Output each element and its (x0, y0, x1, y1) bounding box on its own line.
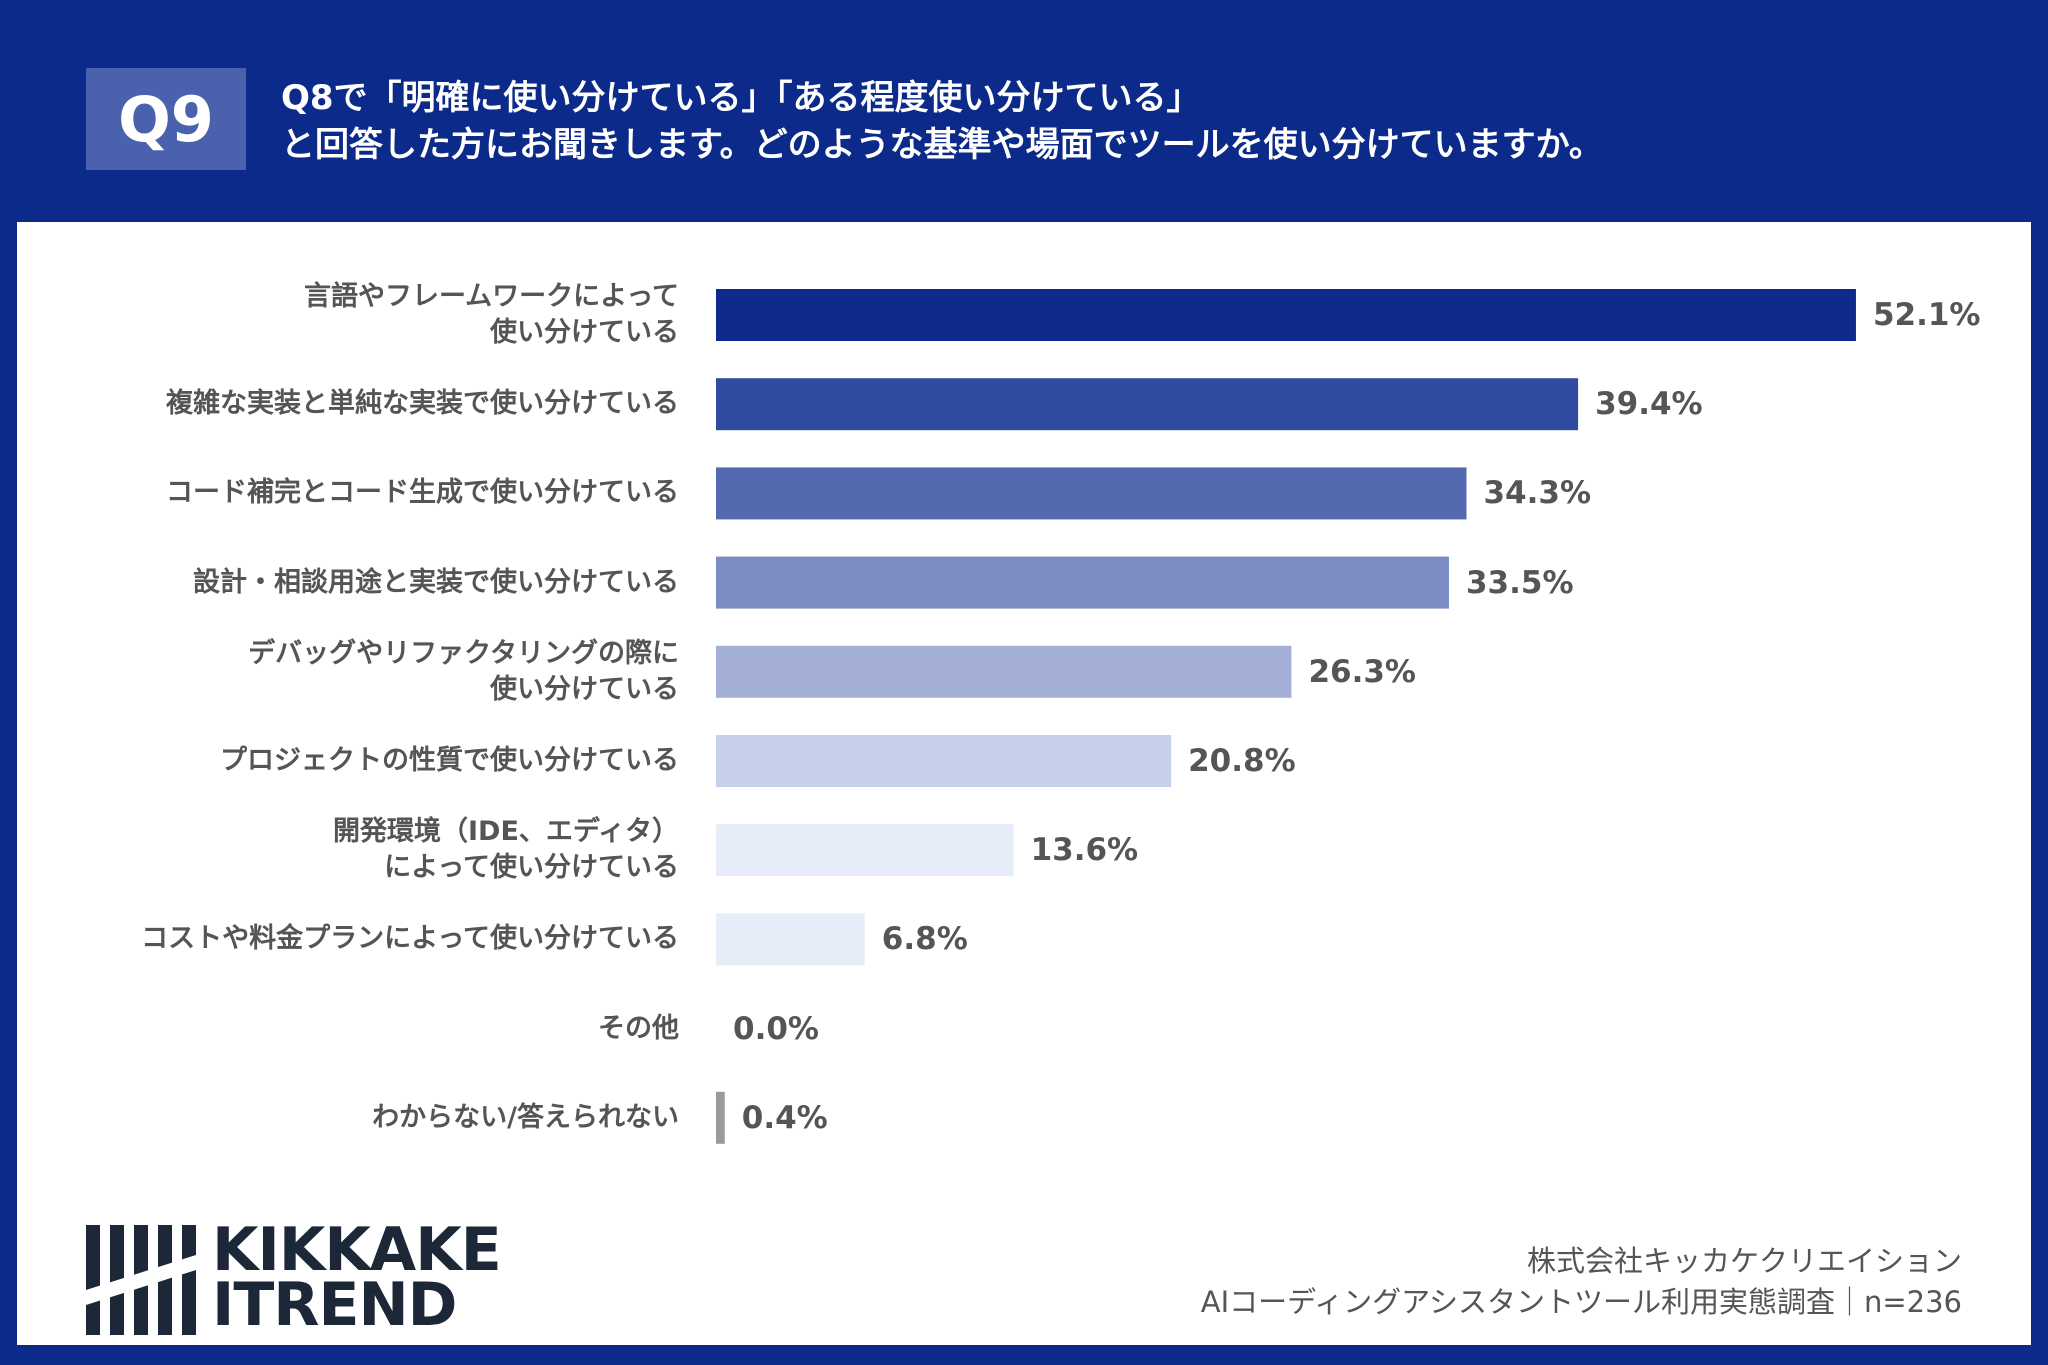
footer-survey: AIコーディングアシスタントツール利用実態調査｜n=236 (1200, 1285, 1962, 1319)
value-label: 33.5% (1465, 564, 1574, 601)
value-label: 0.0% (733, 1010, 819, 1047)
category-label: その他 (598, 1012, 679, 1044)
value-label: 0.4% (741, 1099, 828, 1136)
logo-text: KIKKAKE (212, 1215, 502, 1285)
question-title: と回答した方にお聞きします。どのような基準や場面でツールを使い分けていますか。 (281, 125, 1603, 165)
bar (716, 467, 1467, 520)
value-label: 13.6% (1030, 832, 1139, 869)
value-label: 6.8% (881, 921, 968, 958)
value-label: 20.8% (1188, 743, 1296, 779)
category-label: 開発環境（IDE、エディタ） によって使い分けている (332, 816, 679, 884)
footer-company: 株式会社キッカケクリエイション (1526, 1244, 1962, 1278)
category-label: コストや料金プランによって使い分けている (141, 923, 679, 955)
value-label: 34.3% (1483, 475, 1592, 512)
value-label: 52.1% (1872, 297, 1981, 333)
bar (716, 289, 1856, 341)
category-label: 複雑な実装と単純な実装で使い分けている (166, 388, 679, 420)
category-label: プロジェクトの性質で使い分けている (220, 745, 679, 776)
category-label: わからない/答えられない (372, 1101, 679, 1133)
category-label: デバッグやリファクタリングの際に 使い分けている (248, 637, 679, 705)
logo-icon (86, 1225, 196, 1335)
question-title: Q8で「明確に使い分けている」「ある程度使い分けている」 (281, 78, 1201, 118)
category-label: コード補完とコード生成で使い分けている (166, 477, 679, 509)
category-label: 言語やフレームワークによって 使い分けている (303, 281, 679, 348)
logo-text: ITREND (212, 1270, 457, 1340)
bar (716, 556, 1449, 609)
bar (716, 645, 1292, 698)
bar (716, 913, 865, 966)
value-label: 39.4% (1595, 386, 1703, 423)
category-label: 設計・相談用途と実装で使い分けている (193, 566, 679, 598)
question-badge: Q9 (86, 68, 246, 170)
bar (716, 735, 1172, 787)
value-label: 26.3% (1308, 653, 1416, 690)
bar (716, 1091, 725, 1144)
bar (716, 824, 1014, 877)
bar (716, 378, 1579, 431)
